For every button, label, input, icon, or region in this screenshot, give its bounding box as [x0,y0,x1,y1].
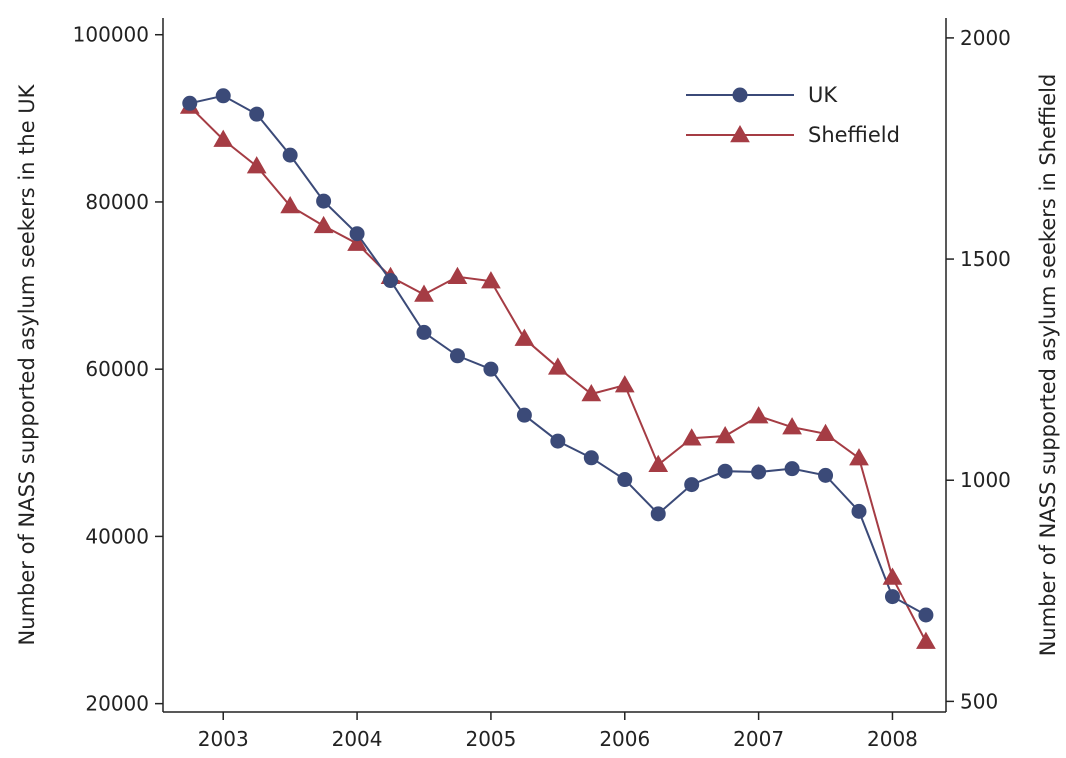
y-left-tick-label: 100000 [73,23,149,47]
data-point-sheffield [916,631,936,649]
data-point-uk [818,467,834,483]
data-point-sheffield [648,454,669,472]
data-point-sheffield [715,425,736,444]
data-point-sheffield [481,271,501,289]
data-point-sheffield [447,266,468,285]
legend-marker-sheffield [730,124,750,143]
y-right-tick-label: 2000 [960,26,1011,50]
x-tick-label: 2007 [733,727,784,751]
data-point-uk [918,607,934,623]
plot-area: 20000 40000 60000 80000 100000 500 1000 1500 200… [73,18,1011,751]
data-point-uk [483,361,499,377]
data-point-sheffield [614,375,635,393]
data-point-sheffield [347,233,367,251]
legend-marker-uk [732,87,748,103]
legend-marker-shape [730,124,750,143]
legend-label-uk: UK [808,83,838,107]
data-point-sheffield [414,284,434,302]
data-point-sheffield [681,428,702,446]
data-point-sheffield [514,328,535,346]
data-point-uk [751,464,767,480]
data-point-uk [249,106,265,122]
data-point-sheffield [815,423,836,442]
data-point-uk [784,461,800,477]
data-point-uk [516,407,532,423]
data-point-uk [215,88,231,104]
series-markers [179,88,936,649]
x-tick-label: 2006 [599,727,650,751]
x-tick-label: 2008 [867,727,918,751]
data-point-uk [449,348,465,364]
data-point-sheffield [748,406,769,424]
y-left-tick-label: 20000 [85,692,149,716]
legend-marker-shape [732,87,748,103]
y-left-tick-label: 40000 [85,524,149,548]
data-point-uk [316,193,332,209]
y-left-tick-label: 60000 [85,357,149,381]
data-point-sheffield [849,448,869,466]
data-point-uk [416,324,432,340]
data-point-sheffield [313,215,334,234]
y-right-tick-label: 500 [960,689,998,713]
legend-label-sheffield: Sheffield [808,123,900,147]
y-axis-right-title: Number of NASS supported asylum seekers … [1036,74,1060,657]
data-point-uk [851,503,867,519]
data-point-sheffield [782,417,802,435]
axes: 20000 40000 60000 80000 100000 500 1000 1500 200… [73,18,1011,751]
data-point-uk [583,450,599,466]
data-point-uk [617,472,633,488]
data-point-uk [717,463,733,479]
data-point-sheffield [213,129,234,147]
data-point-sheffield [581,383,602,402]
y-axis-left-title: Number of NASS supported asylum seekers … [15,83,39,645]
data-point-sheffield [280,195,301,214]
data-point-uk [684,477,700,493]
data-point-sheffield [246,156,267,174]
data-point-uk [550,433,566,449]
x-tick-label: 2003 [198,727,249,751]
data-point-sheffield [882,567,903,585]
data-point-uk [884,589,900,605]
data-point-uk [650,506,666,522]
y-left-tick-label: 80000 [85,190,149,214]
series-line-uk [189,94,927,616]
y-right-tick-label: 1000 [960,468,1011,492]
x-tick-label: 2005 [465,727,516,751]
data-point-sheffield [547,357,568,375]
data-point-uk [282,147,298,163]
y-right-tick-label: 1500 [960,247,1011,271]
x-tick-label: 2004 [332,727,383,751]
legend: UK Sheffield [686,83,900,147]
data-point-uk [349,226,365,242]
data-point-uk [182,95,198,111]
data-point-uk [383,273,399,289]
